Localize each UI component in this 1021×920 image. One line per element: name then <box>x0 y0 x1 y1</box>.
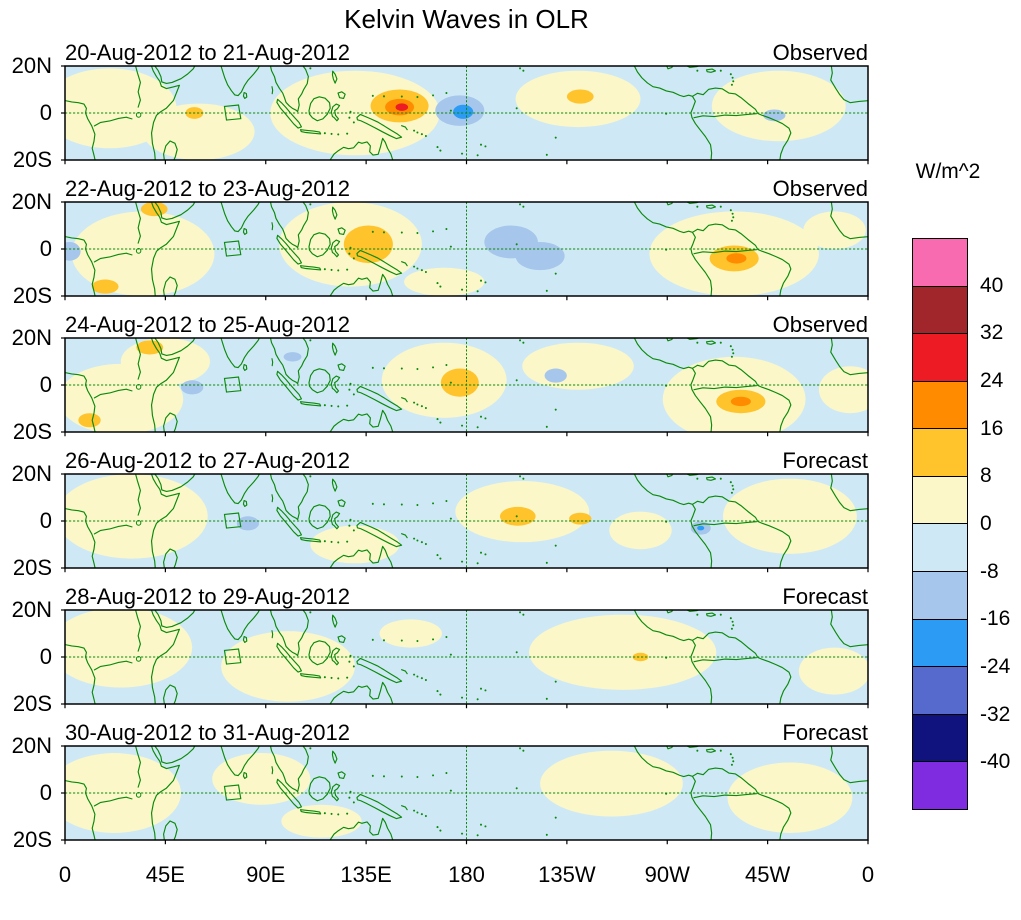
map-panel-1 <box>65 66 868 160</box>
x-tick-label: 45E <box>145 862 185 887</box>
panel-6: 30-Aug-2012 to 31-Aug-2012 Forecast 20N 0… <box>0 718 868 852</box>
colorbar-wrap: W/m^2 40 32 24 16 8 0 -8 -16 -24 -32 -40 <box>906 0 1021 920</box>
panel-date-range: 22-Aug-2012 to 23-Aug-2012 <box>65 176 350 201</box>
y-axis-labels: 20N 0 20S <box>0 461 58 580</box>
x-axis: 0 45E 90E 135E 180 135W 90W 45W 0 <box>59 856 874 888</box>
map-panel-6 <box>65 746 868 840</box>
colorbar-tick-labels: 40 32 24 16 8 0 -8 -16 -24 -32 -40 <box>972 238 1020 810</box>
y-tick-label: 20N <box>11 733 52 758</box>
colorbar-tick-label: -24 <box>980 655 1011 678</box>
colorbar-segment <box>913 666 967 714</box>
colorbar-tick-label: 32 <box>980 321 1004 345</box>
y-axis-labels: 20N 0 20S <box>0 597 58 716</box>
x-tick-label: 90E <box>246 862 286 887</box>
panel-source-tag: Forecast <box>782 448 868 473</box>
colorbar-tick-label: -40 <box>980 750 1011 774</box>
panel-source-tag: Observed <box>772 40 868 65</box>
colorbar-tick-label: 24 <box>980 369 1004 392</box>
panel-source-tag: Observed <box>772 312 868 337</box>
panel-date-range: 28-Aug-2012 to 29-Aug-2012 <box>65 584 350 609</box>
panel-source-tag: Observed <box>772 176 868 201</box>
map-panel-4 <box>65 474 868 568</box>
colorbar <box>912 238 968 810</box>
colorbar-segment <box>913 571 967 619</box>
x-tick-label: 135W <box>538 862 596 887</box>
y-axis-labels: 20N 0 20S <box>0 325 58 444</box>
y-tick-label: 20N <box>11 597 52 622</box>
panel-stack: 20-Aug-2012 to 21-Aug-2012 Observed 20N 0… <box>0 38 868 854</box>
y-tick-label: 20S <box>12 283 52 308</box>
y-tick-label: 0 <box>39 644 52 669</box>
map-panel-2 <box>65 202 868 296</box>
x-tick-label: 45W <box>745 862 791 887</box>
panel-1: 20-Aug-2012 to 21-Aug-2012 Observed 20N 0… <box>0 38 868 172</box>
colorbar-tick-label: -32 <box>980 702 1011 726</box>
panel-date-range: 20-Aug-2012 to 21-Aug-2012 <box>65 40 350 65</box>
y-tick-label: 0 <box>39 508 52 533</box>
x-tick-label: 90W <box>644 862 690 887</box>
colorbar-segment <box>913 618 967 667</box>
figure-title: Kelvin Waves in OLR <box>344 4 589 34</box>
panel-5: 28-Aug-2012 to 29-Aug-2012 Forecast 20N 0… <box>0 582 868 716</box>
colorbar-segment <box>913 475 967 524</box>
colorbar-segment <box>913 285 967 334</box>
colorbar-segment <box>913 239 967 286</box>
y-tick-label: 20S <box>12 691 52 716</box>
panel-date-range: 26-Aug-2012 to 27-Aug-2012 <box>65 448 350 473</box>
y-tick-label: 20N <box>11 461 52 486</box>
y-axis-labels: 20N 0 20S <box>0 189 58 308</box>
panel-source-tag: Forecast <box>782 720 868 745</box>
x-tick-label: 180 <box>448 862 485 887</box>
panel-2: 22-Aug-2012 to 23-Aug-2012 Observed 20N 0… <box>0 174 868 308</box>
y-tick-label: 20N <box>11 53 52 78</box>
colorbar-segment <box>913 333 967 381</box>
x-tick-label: 0 <box>861 862 875 887</box>
y-tick-label: 20N <box>11 325 52 350</box>
colorbar-segment <box>913 428 967 476</box>
panel-date-range: 30-Aug-2012 to 31-Aug-2012 <box>65 720 350 745</box>
colorbar-tick-label: -8 <box>980 559 999 583</box>
y-axis-labels: 20N 0 20S <box>0 53 58 172</box>
map-panel-3 <box>65 338 868 432</box>
colorbar-tick-label: 40 <box>980 273 1004 297</box>
y-tick-label: 0 <box>39 372 52 397</box>
colorbar-segment <box>913 380 967 429</box>
colorbar-tick-label: -16 <box>980 607 1011 631</box>
y-tick-label: 0 <box>39 780 52 805</box>
y-tick-label: 20S <box>12 147 52 172</box>
y-axis-labels: 20N 0 20S <box>0 733 58 852</box>
colorbar-segment <box>913 761 967 809</box>
colorbar-tick-label: 0 <box>980 512 992 535</box>
y-tick-label: 20S <box>12 419 52 444</box>
colorbar-segment <box>913 713 967 762</box>
x-tick-label: 135E <box>340 862 392 887</box>
x-tick-label: 0 <box>58 862 72 887</box>
colorbar-tick-label: 16 <box>980 416 1004 440</box>
y-tick-label: 20N <box>11 189 52 214</box>
y-tick-label: 20S <box>12 555 52 580</box>
panel-date-range: 24-Aug-2012 to 25-Aug-2012 <box>65 312 350 337</box>
y-tick-label: 20S <box>12 827 52 852</box>
colorbar-segment <box>913 523 967 572</box>
y-tick-label: 0 <box>39 100 52 125</box>
panel-4: 26-Aug-2012 to 27-Aug-2012 Forecast 20N 0… <box>0 446 868 580</box>
panel-source-tag: Forecast <box>782 584 868 609</box>
colorbar-unit-label: W/m^2 <box>915 160 981 183</box>
y-tick-label: 0 <box>39 236 52 261</box>
panel-3: 24-Aug-2012 to 25-Aug-2012 Observed 20N 0… <box>0 310 868 444</box>
colorbar-tick-label: 8 <box>980 464 992 488</box>
map-panel-5 <box>65 610 868 704</box>
